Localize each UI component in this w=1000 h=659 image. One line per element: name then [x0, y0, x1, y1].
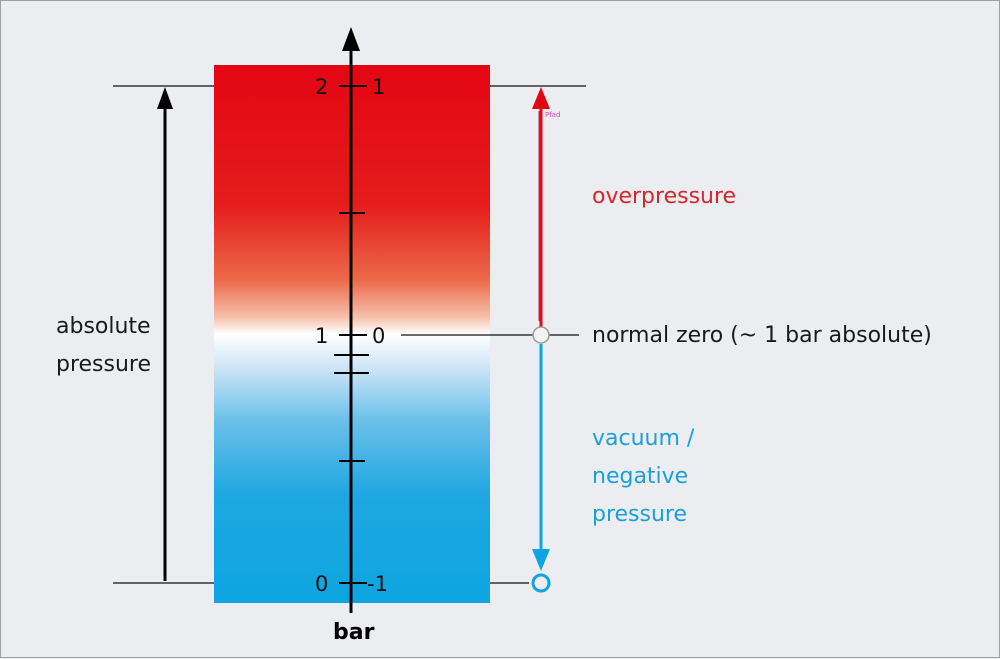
vacuum-label-line2: negative [592, 464, 688, 489]
tick-label-abs-2: 2 [315, 75, 328, 99]
overpressure-label: overpressure [592, 184, 736, 209]
tick-label-abs-0: 0 [315, 572, 328, 596]
overpressure-arrowhead [532, 87, 550, 109]
vacuum-label-line3: pressure [592, 502, 687, 527]
normal-zero-marker [532, 326, 550, 344]
tick-label-rel-minus-1: -1 [367, 572, 388, 596]
tick-label-rel-0: 0 [372, 324, 385, 348]
absolute-pressure-label-line1: absolute [56, 314, 151, 339]
vacuum-arrowhead [532, 549, 550, 571]
pressure-axis-arrowhead [342, 27, 360, 51]
normal-zero-label: normal zero (~ 1 bar absolute) [592, 323, 932, 348]
tick-label-rel-1: 1 [372, 75, 385, 99]
tiny-tag-label: Pfad [545, 111, 560, 119]
vacuum-end-marker [531, 573, 551, 593]
tick-label-abs-1: 1 [315, 324, 328, 348]
absolute-pressure-arrowhead [157, 87, 173, 109]
absolute-pressure-label-line2: pressure [56, 352, 151, 377]
unit-label: bar [333, 620, 375, 645]
vacuum-label-line1: vacuum / [592, 426, 695, 451]
